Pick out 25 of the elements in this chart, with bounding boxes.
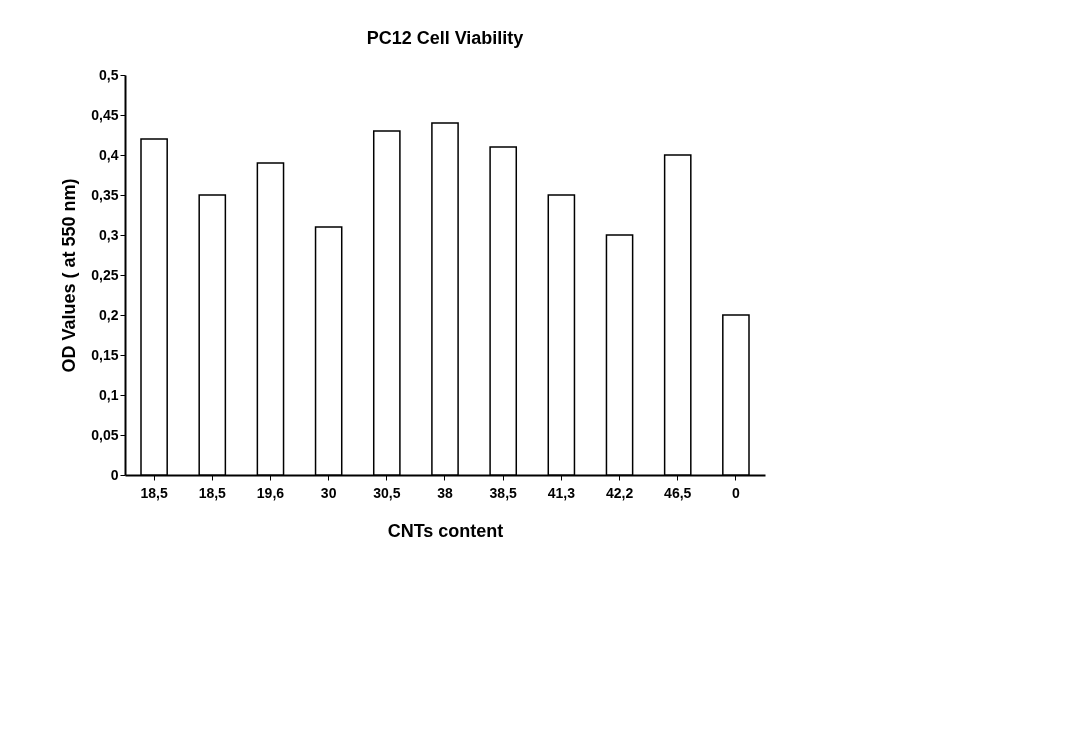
x-tick-label: 38	[437, 484, 453, 501]
x-tick-label: 30,5	[373, 484, 401, 501]
y-tick-label: 0,1	[99, 386, 119, 403]
x-tick-label: 30	[320, 484, 337, 501]
y-tick-label: 0,25	[91, 266, 119, 283]
y-tick-label: 0,35	[91, 186, 119, 203]
y-tick-label: 0	[110, 466, 119, 483]
x-tick-label: 41,3	[547, 484, 576, 501]
y-tick-label: 0,05	[91, 426, 119, 443]
x-tick-label: 38,5	[489, 484, 518, 501]
y-axis-title: OD Values ( at 550 nm)	[59, 178, 80, 373]
x-tick-label: 46,5	[664, 484, 692, 501]
x-tick-label: 18,5	[140, 484, 168, 501]
y-tick-label: 0,4	[99, 146, 119, 163]
chart-title: PC12 Cell Viability	[366, 28, 524, 48]
y-tick-label: 0,5	[99, 66, 119, 83]
x-tick-label: 42,2	[605, 484, 634, 501]
x-tick-label: 19,6	[256, 484, 285, 501]
y-tick-label: 0,2	[99, 306, 119, 323]
y-tick-label: 0,45	[91, 106, 119, 123]
x-axis-title: CNTs content	[387, 520, 504, 541]
y-tick-label: 0,3	[99, 226, 119, 243]
x-tick-label: 0	[732, 484, 741, 501]
x-tick-label: 18,5	[198, 484, 227, 501]
y-tick-label: 0,15	[91, 346, 119, 363]
